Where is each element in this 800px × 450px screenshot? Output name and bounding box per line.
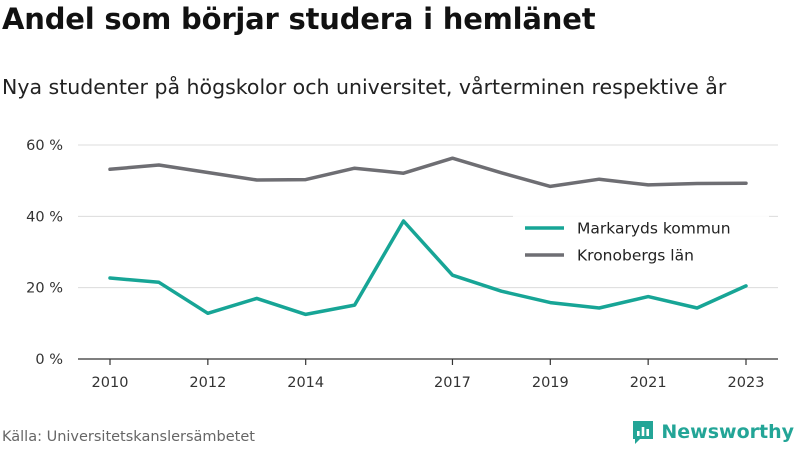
x-tick-label: 2010	[92, 375, 129, 391]
brand-logo: Newsworthy	[631, 419, 794, 445]
x-tick-label: 2014	[287, 375, 324, 391]
legend-box	[513, 212, 769, 270]
y-tick-label: 40 %	[26, 209, 63, 225]
brand-name: Newsworthy	[661, 421, 794, 443]
x-tick-label: 2012	[189, 375, 226, 391]
chart-subtitle: Nya studenter på högskolor och universit…	[2, 75, 727, 99]
series-line-kronobergs-län	[108, 156, 748, 189]
x-tick-label: 2019	[532, 375, 569, 391]
y-tick-label: 20 %	[26, 281, 63, 297]
y-tick-label: 60 %	[26, 138, 63, 154]
x-tick-label: 2017	[434, 375, 471, 391]
legend-label: Markaryds kommun	[577, 220, 731, 238]
y-tick-label: 0 %	[35, 352, 63, 368]
legend-label: Kronobergs län	[577, 247, 694, 265]
x-tick-label: 2021	[630, 375, 667, 391]
x-tick-label: 2023	[728, 375, 765, 391]
source-note: Källa: Universitetskanslersämbetet	[2, 429, 255, 445]
series-line-markaryds-kommun	[108, 219, 748, 317]
chart-title: Andel som börjar studera i hemlänet	[2, 2, 596, 36]
newsworthy-chart-bubble-icon	[633, 421, 654, 444]
